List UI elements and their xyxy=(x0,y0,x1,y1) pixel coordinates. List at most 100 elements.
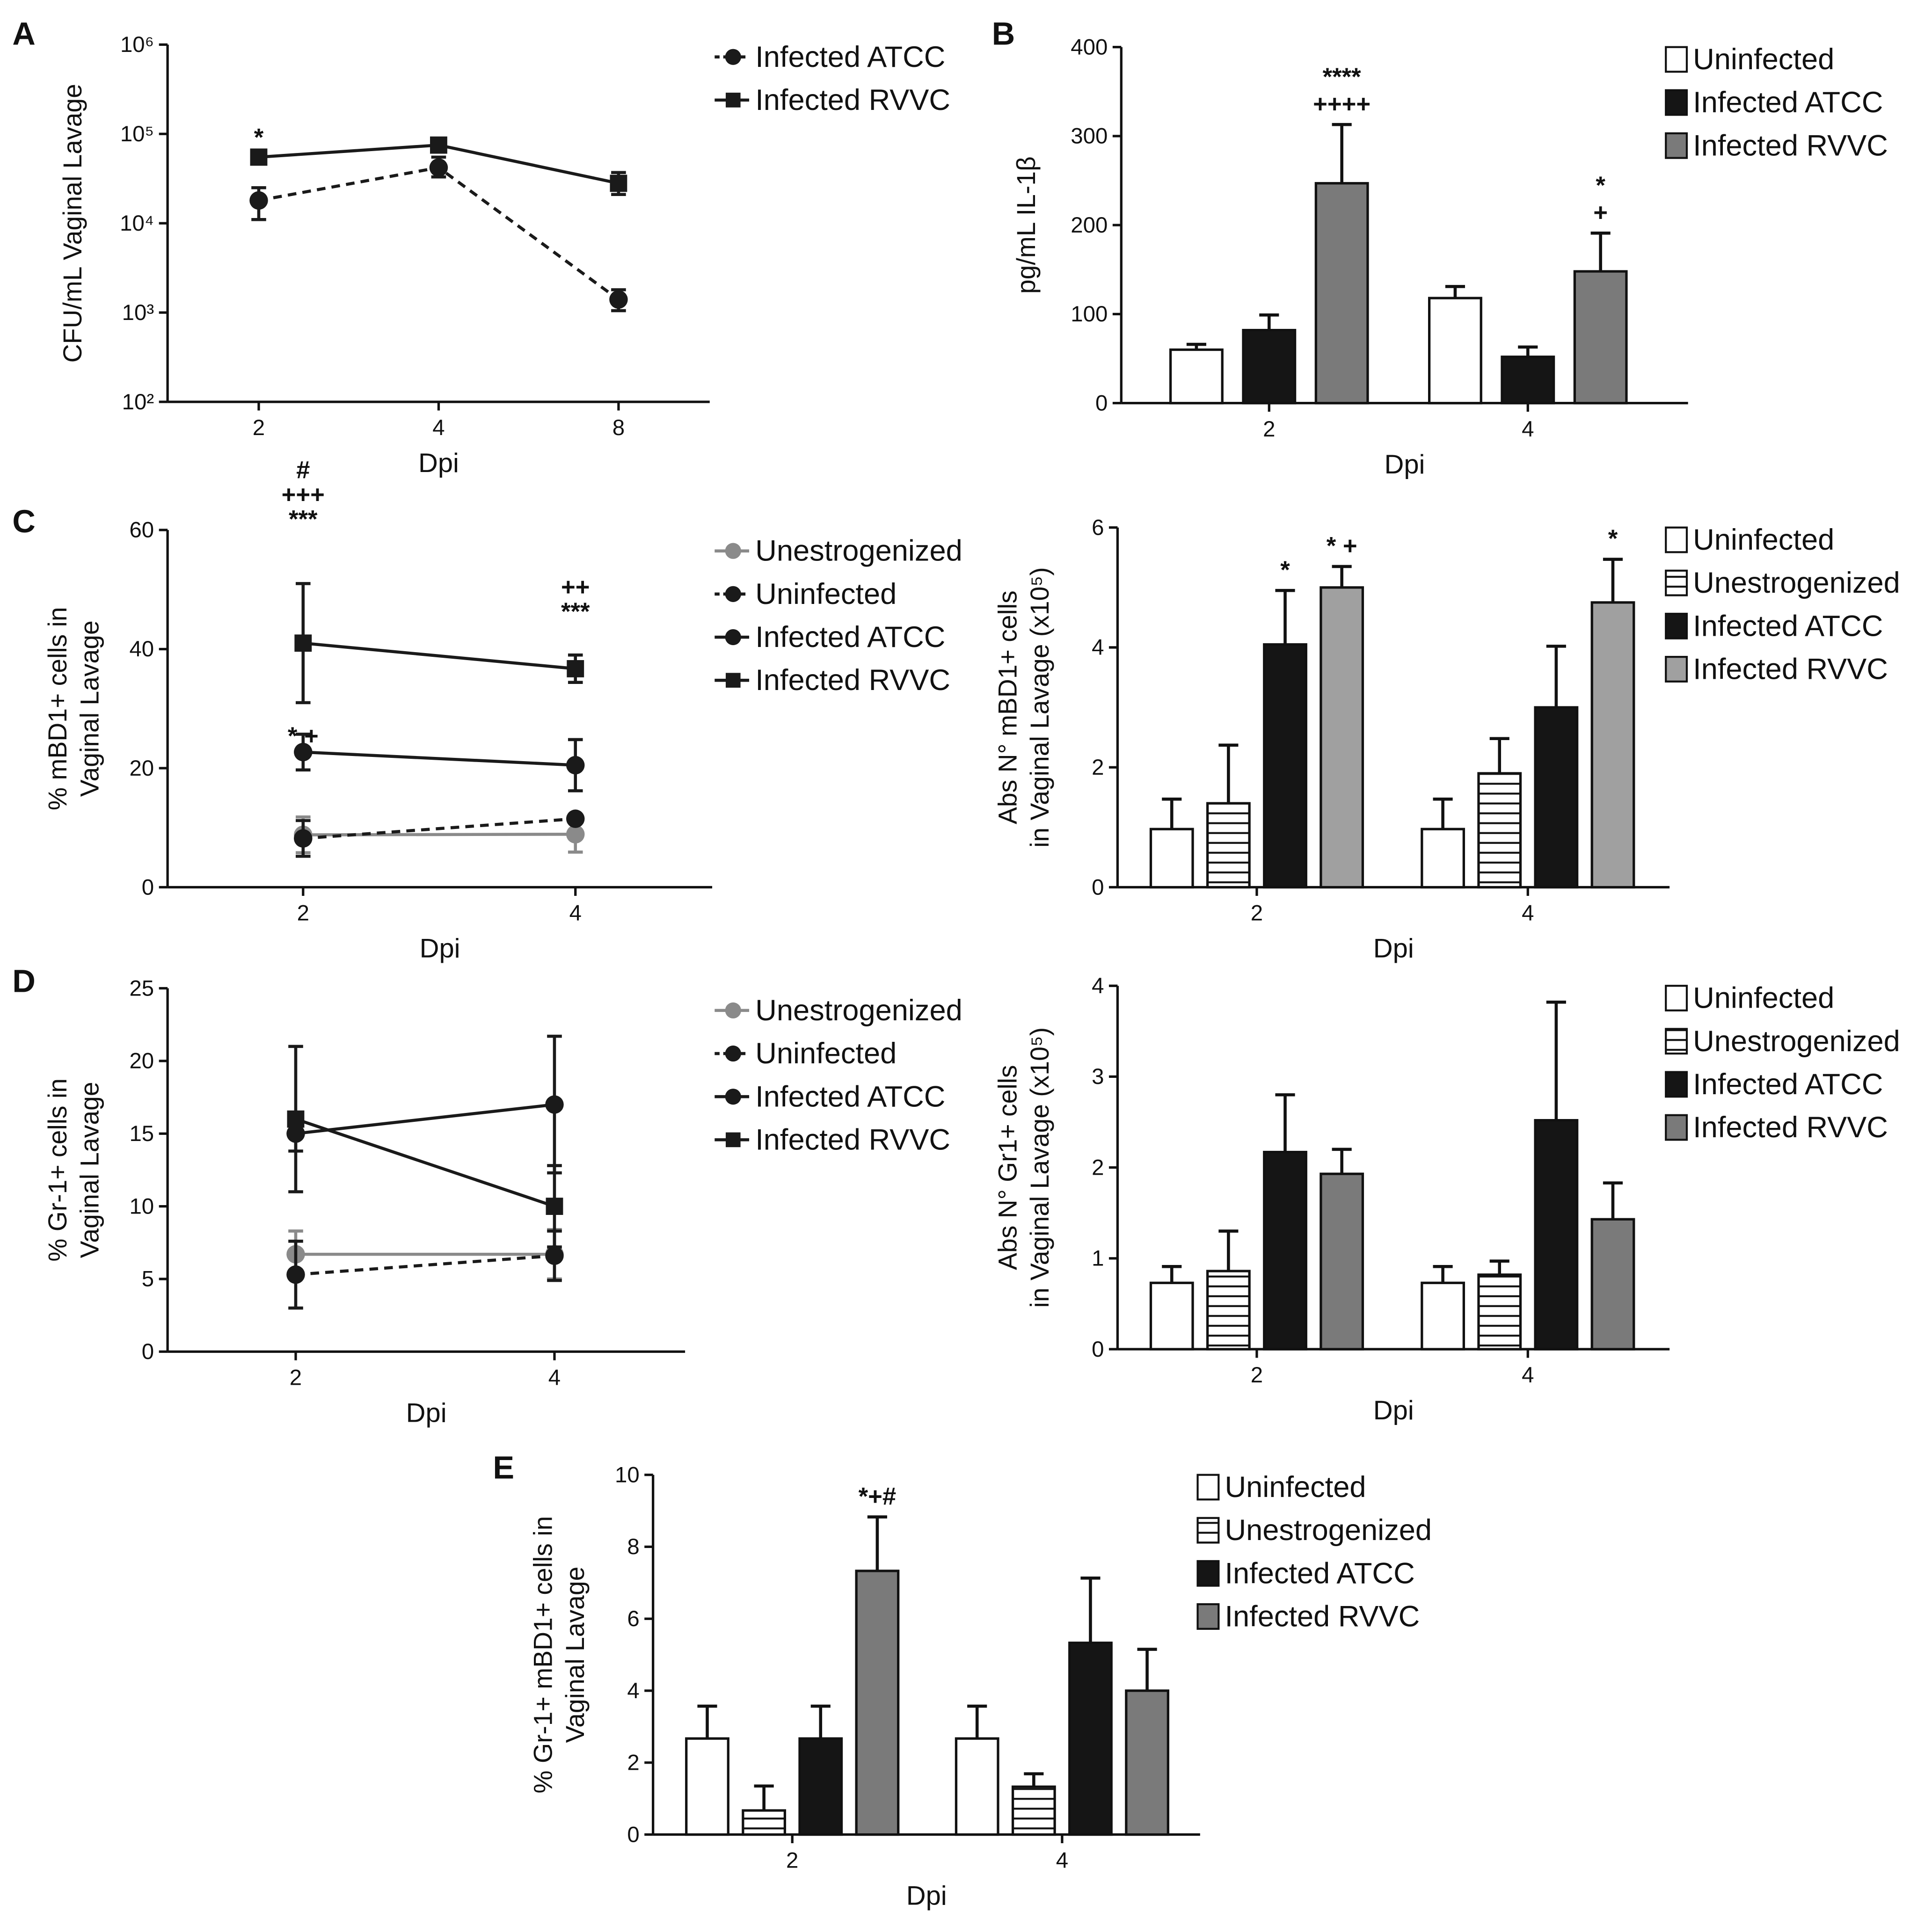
significance-mark: * xyxy=(1608,525,1618,552)
series-line xyxy=(303,750,576,767)
bar xyxy=(1320,586,1364,889)
series-line xyxy=(258,166,620,301)
y-tick-label: 10⁵ xyxy=(120,122,154,146)
series-line xyxy=(303,641,576,670)
significance-mark: *** xyxy=(561,598,590,625)
chart-panel-c: 0 20 40 60 % mBD1+ cells in Vaginal Lavage Dpi… xyxy=(43,456,962,963)
series xyxy=(286,1034,564,1175)
legend-item: Infected RVVC xyxy=(1665,129,1888,162)
bar-group xyxy=(1428,285,1482,405)
bar-group xyxy=(1149,1265,1194,1351)
bar-group xyxy=(1534,1000,1579,1351)
bar-group xyxy=(1590,558,1635,889)
significance-mark: +++ xyxy=(282,481,325,509)
legend-swatch xyxy=(1665,612,1688,640)
series-line xyxy=(303,832,576,836)
bar-group xyxy=(1501,345,1555,405)
bar-group xyxy=(1263,1093,1307,1351)
y-tick-label: 5 xyxy=(142,1267,154,1292)
bar xyxy=(1125,1689,1169,1836)
chart-panel-b: 0 100 200 300 400 pg/mL IL-1β Dpi 2 4 ****++++ *+ U… xyxy=(1012,35,1888,479)
legend-label: Infected ATCC xyxy=(1693,86,1883,119)
legend-item: Unestrogenized xyxy=(1665,1025,1900,1058)
legend-label: Unestrogenized xyxy=(1693,567,1900,599)
series-line xyxy=(295,1103,555,1135)
panel-label-d: D xyxy=(12,963,35,999)
legend-item: Infected ATCC xyxy=(1665,86,1883,119)
bar xyxy=(1477,772,1522,889)
data-point xyxy=(546,1198,563,1215)
legend-item: Infected ATCC xyxy=(714,621,945,654)
data-point xyxy=(545,1095,564,1114)
x-tick-label: 2 xyxy=(1251,901,1263,926)
y-tick-label: 20 xyxy=(129,756,154,781)
y-tick-label: 4 xyxy=(1092,635,1104,660)
legend-item: Uninfected xyxy=(714,578,897,611)
significance-mark: * xyxy=(1280,556,1290,584)
y-axis-label: % Gr-1+ mBD1+ cells in xyxy=(529,1516,558,1794)
legend-item: Unestrogenized xyxy=(1665,567,1900,599)
legend-label: Infected RVVC xyxy=(1693,653,1888,686)
legend-item: Uninfected xyxy=(1665,523,1834,556)
legend-swatch xyxy=(1665,1114,1688,1141)
panel-label-a: A xyxy=(12,15,35,51)
legend-label: Infected RVVC xyxy=(755,84,950,116)
y-tick-label: 60 xyxy=(129,518,154,543)
bar xyxy=(1314,182,1369,405)
series xyxy=(294,733,585,792)
y-tick-label: 10² xyxy=(122,390,154,414)
y-tick-label: 300 xyxy=(1071,124,1108,149)
significance-mark: # xyxy=(296,456,310,484)
x-tick-label: 2 xyxy=(1251,1363,1263,1388)
bar xyxy=(1590,601,1635,889)
significance-mark: * xyxy=(1596,172,1605,199)
significance-mark: + xyxy=(1593,199,1608,226)
legend-label: Infected ATCC xyxy=(755,1080,945,1113)
bar-group xyxy=(1320,1148,1364,1351)
bar xyxy=(1428,297,1482,405)
data-point xyxy=(566,756,585,775)
bar-group xyxy=(1011,1772,1056,1836)
x-tick-label: 2 xyxy=(253,415,265,440)
legend-marker xyxy=(726,93,741,108)
legend-item: Infected RVVC xyxy=(1665,653,1888,686)
bar-group xyxy=(1534,645,1579,889)
data-point xyxy=(545,1246,564,1265)
legend-label: Infected RVVC xyxy=(1225,1600,1420,1633)
y-tick-label: 3 xyxy=(1092,1064,1104,1089)
legend-swatch xyxy=(1665,1071,1688,1098)
bar-group xyxy=(1206,1229,1251,1351)
series-line xyxy=(295,1118,555,1208)
chart-panel-c-right: 0 2 4 6 Abs N° mBD1+ cells in Vaginal Lavage … xyxy=(993,515,1900,963)
bar xyxy=(1068,1642,1113,1836)
bar-group xyxy=(1125,1648,1169,1836)
bar xyxy=(742,1809,787,1836)
legend-item: Uninfected xyxy=(714,1037,897,1070)
data-point xyxy=(250,148,268,166)
data-point xyxy=(294,634,312,652)
bar xyxy=(1011,1785,1056,1836)
x-tick-label: 8 xyxy=(612,415,625,440)
legend-label: Uninfected xyxy=(1693,43,1834,76)
legend-swatch xyxy=(1196,1517,1220,1544)
y-axis-label: Abs N° Gr1+ cells xyxy=(993,1065,1022,1270)
panel-label-e: E xyxy=(493,1450,514,1486)
y-tick-label: 0 xyxy=(1092,1337,1104,1362)
legend-label: Uninfected xyxy=(1693,523,1834,556)
bar xyxy=(1149,828,1194,889)
legend-item: Infected ATCC xyxy=(1665,610,1883,642)
y-axis-label: pg/mL IL-1β xyxy=(1012,156,1041,294)
data-point xyxy=(567,660,584,677)
significance-mark: * + xyxy=(1327,532,1357,560)
x-axis-label: Dpi xyxy=(1384,450,1425,480)
legend-item: Infected RVVC xyxy=(1665,1111,1888,1144)
series-line xyxy=(303,817,576,840)
y-tick-label: 8 xyxy=(627,1534,639,1559)
legend-item: Infected ATCC xyxy=(1665,1068,1883,1101)
bar-group xyxy=(1421,1265,1465,1351)
legend-marker xyxy=(726,673,741,688)
bar xyxy=(1590,1218,1635,1351)
bar xyxy=(1149,1281,1194,1351)
legend-swatch xyxy=(1196,1474,1220,1501)
